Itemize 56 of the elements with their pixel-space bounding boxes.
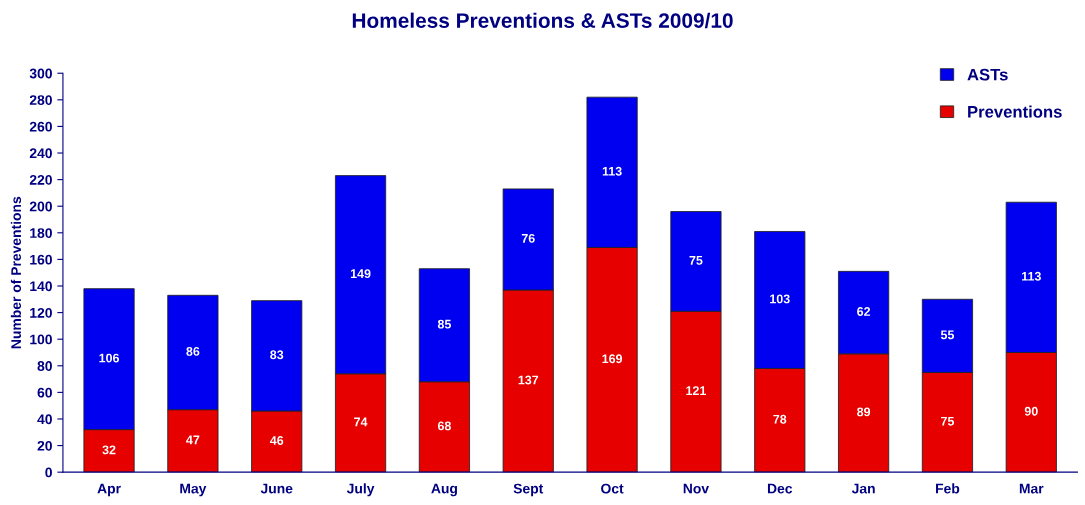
y-tick-label: 120 [30, 307, 52, 318]
data-label: 55 [940, 330, 955, 340]
data-label: 75 [941, 416, 955, 426]
data-label: 86 [186, 346, 200, 356]
x-tick-label: Aug [431, 483, 457, 497]
chart-title: Homeless Preventions & ASTs 2009/10 [352, 12, 733, 29]
data-label: 75 [689, 256, 703, 265]
x-tick-label: Nov [683, 483, 709, 494]
data-label: 32 [102, 445, 116, 455]
y-tick-label: 260 [29, 121, 52, 132]
x-tick-label: Feb [936, 483, 960, 494]
y-tick-label: 80 [37, 361, 52, 371]
data-label: 83 [270, 350, 284, 360]
data-label: 149 [350, 269, 371, 279]
legend-label: Preventions [968, 105, 1062, 118]
x-tick-label: Jan [851, 483, 875, 494]
y-tick-label: 280 [29, 95, 52, 105]
x-tick-label: Oct [601, 483, 624, 494]
data-label: 169 [602, 354, 623, 364]
y-tick-label: 180 [30, 228, 52, 238]
y-tick-label: 100 [30, 334, 52, 345]
legend-label: ASTs [967, 68, 1008, 81]
y-tick-label: 20 [37, 440, 52, 451]
data-label: 90 [1024, 406, 1038, 416]
data-label: 46 [269, 436, 284, 445]
x-tick-label: Sept [513, 483, 544, 497]
data-label: 121 [686, 386, 707, 395]
y-tick-label: 0 [45, 467, 52, 478]
y-tick-label: 300 [29, 68, 52, 79]
x-tick-label: Mar [1019, 483, 1044, 494]
y-tick-label: 240 [29, 148, 52, 159]
data-label: 78 [773, 414, 787, 424]
data-label: 113 [1022, 271, 1041, 281]
y-tick-label: 40 [37, 414, 52, 425]
y-tick-label: 200 [29, 201, 52, 212]
x-tick-label: May [180, 483, 207, 497]
data-label: 113 [602, 166, 622, 176]
data-label: 62 [857, 307, 871, 316]
data-label: 89 [857, 407, 871, 417]
data-label: 74 [354, 417, 368, 427]
data-label: 137 [518, 375, 539, 385]
x-tick-label: Dec [767, 483, 793, 494]
x-tick-label: Apr [97, 483, 121, 497]
data-label: 103 [770, 294, 790, 304]
y-tick-label: 60 [37, 387, 52, 398]
data-label: 85 [437, 319, 452, 329]
x-tick-label: July [346, 483, 375, 497]
data-label: 106 [99, 353, 120, 363]
x-tick-label: June [260, 483, 293, 494]
data-label: 68 [437, 421, 451, 431]
data-label: 47 [186, 435, 200, 445]
y-tick-label: 220 [29, 174, 52, 185]
data-label: 76 [521, 233, 535, 243]
y-axis-title: Number of Preventions [10, 196, 22, 349]
y-tick-label: 160 [30, 254, 52, 265]
y-tick-label: 140 [30, 281, 52, 292]
